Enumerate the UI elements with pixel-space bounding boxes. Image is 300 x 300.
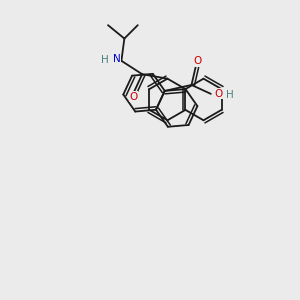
Text: H: H	[226, 90, 234, 100]
Text: H: H	[101, 55, 109, 65]
Text: O: O	[214, 89, 222, 99]
Text: N: N	[113, 54, 121, 64]
Text: O: O	[129, 92, 137, 101]
Text: O: O	[193, 56, 202, 66]
